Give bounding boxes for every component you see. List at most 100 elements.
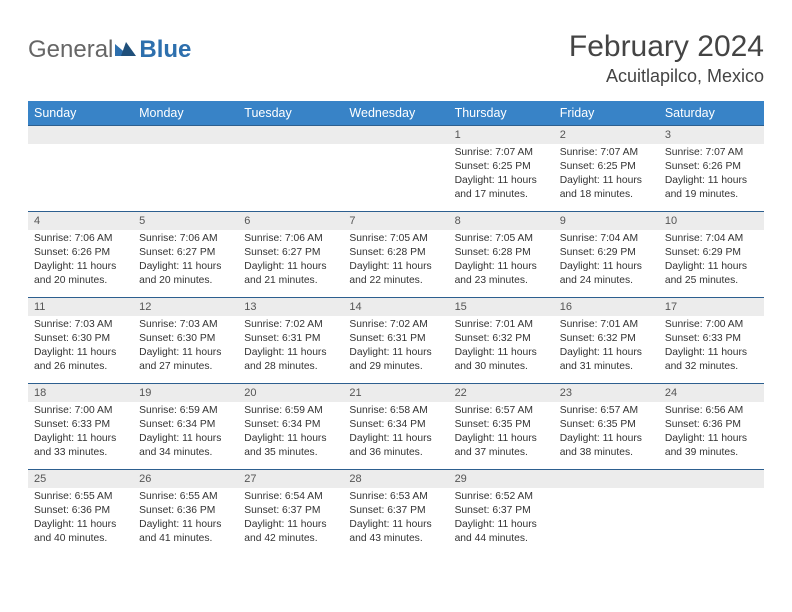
- sunset-line: Sunset: 6:26 PM: [665, 160, 758, 174]
- day-content: Sunrise: 6:53 AMSunset: 6:37 PMDaylight:…: [343, 490, 448, 546]
- daylight-line: Daylight: 11 hours and 22 minutes.: [349, 260, 442, 288]
- sunrise-line: Sunrise: 7:03 AM: [139, 318, 232, 332]
- calendar-cell: 18 Sunrise: 7:00 AMSunset: 6:33 PMDayligh…: [28, 384, 133, 470]
- day-content: Sunrise: 6:57 AMSunset: 6:35 PMDaylight:…: [554, 404, 659, 460]
- daylight-line: Daylight: 11 hours and 39 minutes.: [665, 432, 758, 460]
- day-content: Sunrise: 7:02 AMSunset: 6:31 PMDaylight:…: [343, 318, 448, 374]
- sunrise-line: Sunrise: 7:06 AM: [244, 232, 337, 246]
- calendar-body: 1Sunrise: 7:07 AMSunset: 6:25 PMDaylight…: [28, 126, 764, 556]
- calendar-cell: 27Sunrise: 6:54 AMSunset: 6:37 PMDayligh…: [238, 470, 343, 556]
- day-number: [238, 126, 343, 144]
- day-number: 23: [554, 384, 659, 402]
- sunset-line: Sunset: 6:28 PM: [455, 246, 548, 260]
- daylight-line: Daylight: 11 hours and 43 minutes.: [349, 518, 442, 546]
- daylight-line: Daylight: 11 hours and 32 minutes.: [665, 346, 758, 374]
- day-number: 25: [28, 470, 133, 488]
- day-number: 18: [28, 384, 133, 402]
- calendar-cell: 4 Sunrise: 7:06 AMSunset: 6:26 PMDaylight…: [28, 212, 133, 298]
- day-number: 13: [238, 298, 343, 316]
- calendar-cell: 22 Sunrise: 6:57 AMSunset: 6:35 PMDayligh…: [449, 384, 554, 470]
- day-content: Sunrise: 7:02 AMSunset: 6:31 PMDaylight:…: [238, 318, 343, 374]
- day-number: [659, 470, 764, 488]
- sunrise-line: Sunrise: 6:57 AM: [455, 404, 548, 418]
- day-number: 22: [449, 384, 554, 402]
- daylight-line: Daylight: 11 hours and 38 minutes.: [560, 432, 653, 460]
- day-number: [28, 126, 133, 144]
- day-content: Sunrise: 6:56 AMSunset: 6:36 PMDaylight:…: [659, 404, 764, 460]
- calendar: SundayMondayTuesdayWednesdayThursdayFrid…: [28, 101, 764, 556]
- day-content: Sunrise: 7:04 AMSunset: 6:29 PMDaylight:…: [659, 232, 764, 288]
- day-content: Sunrise: 7:06 AMSunset: 6:26 PMDaylight:…: [28, 232, 133, 288]
- calendar-cell: 21Sunrise: 6:58 AMSunset: 6:34 PMDayligh…: [343, 384, 448, 470]
- day-content: Sunrise: 7:05 AMSunset: 6:28 PMDaylight:…: [343, 232, 448, 288]
- weekday-header: Tuesday: [238, 101, 343, 126]
- day-number: 11: [28, 298, 133, 316]
- day-content: Sunrise: 7:01 AMSunset: 6:32 PMDaylight:…: [449, 318, 554, 374]
- day-number: 21: [343, 384, 448, 402]
- daylight-line: Daylight: 11 hours and 30 minutes.: [455, 346, 548, 374]
- day-number: 12: [133, 298, 238, 316]
- day-number: 26: [133, 470, 238, 488]
- calendar-cell: 12 Sunrise: 7:03 AMSunset: 6:30 PMDayligh…: [133, 298, 238, 384]
- calendar-cell: 13 Sunrise: 7:02 AMSunset: 6:31 PMDayligh…: [238, 298, 343, 384]
- calendar-cell: [343, 126, 448, 212]
- sunrise-line: Sunrise: 7:04 AM: [665, 232, 758, 246]
- daylight-line: Daylight: 11 hours and 31 minutes.: [560, 346, 653, 374]
- daylight-line: Daylight: 11 hours and 28 minutes.: [244, 346, 337, 374]
- calendar-row: 11Sunrise: 7:03 AMSunset: 6:30 PMDayligh…: [28, 298, 764, 384]
- sunset-line: Sunset: 6:34 PM: [139, 418, 232, 432]
- calendar-cell: 28Sunrise: 6:53 AMSunset: 6:37 PMDayligh…: [343, 470, 448, 556]
- weekday-header: Friday: [554, 101, 659, 126]
- day-number: 7: [343, 212, 448, 230]
- sunset-line: Sunset: 6:30 PM: [34, 332, 127, 346]
- daylight-line: Daylight: 11 hours and 26 minutes.: [34, 346, 127, 374]
- day-content: Sunrise: 7:00 AMSunset: 6:33 PMDaylight:…: [659, 318, 764, 374]
- daylight-line: Daylight: 11 hours and 20 minutes.: [139, 260, 232, 288]
- day-number: 6: [238, 212, 343, 230]
- weekday-header: Thursday: [449, 101, 554, 126]
- daylight-line: Daylight: 11 hours and 44 minutes.: [455, 518, 548, 546]
- calendar-cell: [28, 126, 133, 212]
- calendar-row: 25 Sunrise: 6:55 AM Sunset: 6:36 PM Dayligh…: [28, 470, 764, 556]
- calendar-cell: 26Sunrise: 6:55 AMSunset: 6:36 PMDayligh…: [133, 470, 238, 556]
- sunset-line: Sunset: 6:36 PM: [34, 504, 127, 518]
- calendar-cell: 15Sunrise: 7:01 AMSunset: 6:32 PMDayligh…: [449, 298, 554, 384]
- daylight-line: Daylight: 11 hours and 23 minutes.: [455, 260, 548, 288]
- calendar-cell: 10Sunrise: 7:04 AMSunset: 6:29 PMDayligh…: [659, 212, 764, 298]
- sunrise-line: Sunrise: 7:07 AM: [560, 146, 653, 160]
- sunrise-line: Sunrise: 7:01 AM: [560, 318, 653, 332]
- daylight-line: Daylight: 11 hours and 36 minutes.: [349, 432, 442, 460]
- sunset-line: Sunset: 6:32 PM: [560, 332, 653, 346]
- daylight-line: Daylight: 11 hours and 37 minutes.: [455, 432, 548, 460]
- sunrise-line: Sunrise: 7:06 AM: [34, 232, 127, 246]
- sunset-line: Sunset: 6:37 PM: [455, 504, 548, 518]
- sunset-line: Sunset: 6:30 PM: [139, 332, 232, 346]
- sunset-line: Sunset: 6:34 PM: [244, 418, 337, 432]
- day-number: 16: [554, 298, 659, 316]
- calendar-header: SundayMondayTuesdayWednesdayThursdayFrid…: [28, 101, 764, 126]
- sunrise-line: Sunrise: 6:55 AM: [139, 490, 232, 504]
- sunrise-line: Sunrise: 7:05 AM: [349, 232, 442, 246]
- day-content: Sunrise: 7:07 AMSunset: 6:25 PMDaylight:…: [554, 146, 659, 202]
- daylight-line: Daylight: 11 hours and 27 minutes.: [139, 346, 232, 374]
- sunset-line: Sunset: 6:28 PM: [349, 246, 442, 260]
- sunset-line: Sunset: 6:26 PM: [34, 246, 127, 260]
- day-number: [343, 126, 448, 144]
- day-number: 3: [659, 126, 764, 144]
- day-content: Sunrise: 7:03 AMSunset: 6:30 PMDaylight:…: [133, 318, 238, 374]
- sunset-line: Sunset: 6:36 PM: [665, 418, 758, 432]
- sunrise-line: Sunrise: 7:06 AM: [139, 232, 232, 246]
- day-number: 4: [28, 212, 133, 230]
- weekday-header: Monday: [133, 101, 238, 126]
- logo-text-1: General: [28, 36, 113, 64]
- sunset-line: Sunset: 6:25 PM: [455, 160, 548, 174]
- sunset-line: Sunset: 6:29 PM: [560, 246, 653, 260]
- daylight-line: Daylight: 11 hours and 25 minutes.: [665, 260, 758, 288]
- day-number: 29: [449, 470, 554, 488]
- sunset-line: Sunset: 6:35 PM: [455, 418, 548, 432]
- daylight-line: Daylight: 11 hours and 29 minutes.: [349, 346, 442, 374]
- day-content: Sunrise: 7:03 AMSunset: 6:30 PMDaylight:…: [28, 318, 133, 374]
- daylight-line: Daylight: 11 hours and 20 minutes.: [34, 260, 127, 288]
- day-content: Sunrise: 7:00 AMSunset: 6:33 PMDaylight:…: [28, 404, 133, 460]
- daylight-line: Daylight: 11 hours and 33 minutes.: [34, 432, 127, 460]
